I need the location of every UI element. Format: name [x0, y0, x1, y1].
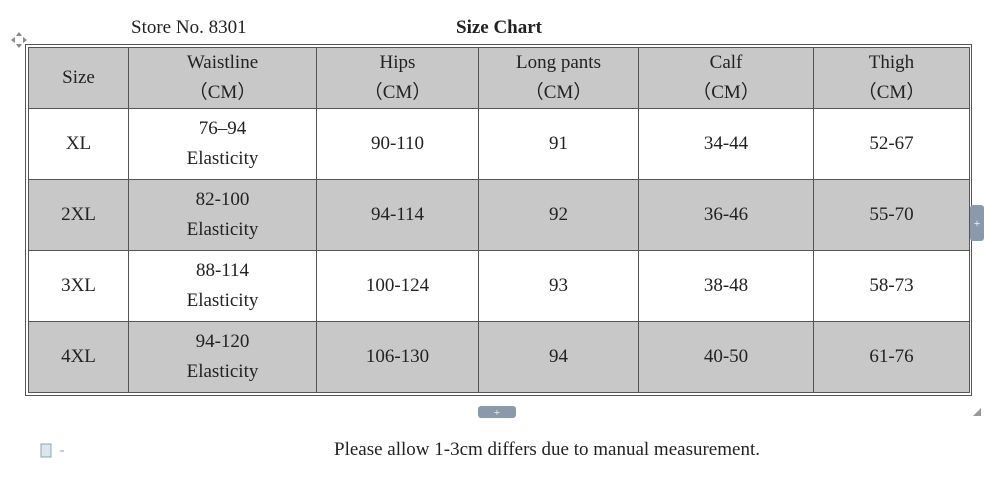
cell-line: 36-46 [703, 204, 749, 225]
cell-line: 88-114 [195, 260, 250, 281]
chart-title: Size Chart [456, 17, 543, 38]
table-cell: Hips （CM） [316, 47, 479, 109]
table-row: 4XL 94-120 Elasticity 106-130 94 40-50 61-76 [28, 321, 970, 393]
table-cell: 55-70 [813, 179, 970, 251]
table-cell: Thigh （CM） [813, 47, 970, 109]
table-cell: Calf （CM） [638, 47, 814, 109]
table-cell: 92 [478, 179, 639, 251]
size-table: Size Waistline （CM） Hips （CM） Long pants （CM） C… [28, 47, 970, 393]
cell-line: （CM） [363, 82, 432, 103]
resize-handle[interactable] [972, 407, 982, 417]
table-cell: 93 [478, 250, 639, 322]
cell-line: Elasticity [186, 290, 259, 311]
table-cell: 76–94 Elasticity [128, 108, 317, 180]
table-frame: Size Waistline （CM） Hips （CM） Long pants （CM） C… [25, 44, 972, 396]
cell-line: 82-100 [195, 189, 250, 210]
table-cell: 94-114 [316, 179, 479, 251]
cell-line: 100-124 [365, 275, 430, 296]
cell-line: 91 [549, 133, 568, 154]
cell-line: Calf [709, 52, 743, 73]
cell-line: Elasticity [186, 148, 259, 169]
cell-line: （CM） [524, 82, 593, 103]
cell-line: 93 [549, 275, 568, 296]
table-row: 2XL 82-100 Elasticity 94-114 92 36-46 55-70 [28, 179, 970, 251]
table-cell: 82-100 Elasticity [128, 179, 317, 251]
table-cell: XL [28, 108, 129, 180]
cell-line: 94-120 [195, 331, 250, 352]
table-cell: 58-73 [813, 250, 970, 322]
footer-note: Please allow 1-3cm differs due to manual… [334, 439, 760, 460]
svg-text:+: + [494, 407, 500, 418]
cell-line: 52-67 [869, 133, 914, 154]
table-cell: Size [28, 47, 129, 109]
cell-line: 38-48 [703, 275, 749, 296]
table-cell: 94-120 Elasticity [128, 321, 317, 393]
table-row: Size Waistline （CM） Hips （CM） Long pants （CM） C… [28, 47, 970, 109]
table-cell: Long pants （CM） [478, 47, 639, 109]
side-tab[interactable]: + [970, 205, 984, 241]
table-cell: 106-130 [316, 321, 479, 393]
table-cell: 40-50 [638, 321, 814, 393]
cell-line: Long pants [516, 52, 601, 73]
cell-line: 58-73 [869, 275, 914, 296]
cell-line: XL [65, 133, 92, 154]
table-row: 3XL 88-114 Elasticity 100-124 93 38-48 58-73 [28, 250, 970, 322]
table-cell: 91 [478, 108, 639, 180]
cell-line: 94-114 [370, 204, 425, 225]
cell-line: （CM） [692, 82, 760, 103]
cell-line: 94 [549, 346, 568, 367]
table-cell: 100-124 [316, 250, 479, 322]
move-handle[interactable] [10, 31, 28, 49]
table-cell: 90-110 [316, 108, 479, 180]
cell-line: 55-70 [869, 204, 914, 225]
cell-line: Elasticity [186, 361, 259, 382]
table-cell: 2XL [28, 179, 129, 251]
table-cell: 34-44 [638, 108, 814, 180]
cell-line: 4XL [61, 346, 96, 367]
cell-line: 3XL [61, 275, 96, 296]
cell-line: Elasticity [186, 219, 259, 240]
svg-text:+: + [974, 216, 981, 230]
bottom-tab[interactable]: + [478, 406, 516, 418]
table-body: Size Waistline （CM） Hips （CM） Long pants （CM） C… [28, 47, 970, 393]
cell-line: 76–94 [198, 118, 247, 139]
table-cell: 52-67 [813, 108, 970, 180]
table-cell: 88-114 Elasticity [128, 250, 317, 322]
table-cell: 38-48 [638, 250, 814, 322]
cell-line: （CM） [857, 82, 926, 103]
cell-line: Thigh [868, 52, 915, 73]
table-cell: 3XL [28, 250, 129, 322]
cell-line: 92 [549, 204, 568, 225]
cell-line: 61-76 [869, 346, 914, 367]
table-cell: 4XL [28, 321, 129, 393]
table-cell: 94 [478, 321, 639, 393]
store-number: Store No. 8301 [131, 17, 247, 38]
cell-line: Size [62, 67, 95, 88]
cell-line: 90-110 [370, 133, 425, 154]
cell-line: Hips [379, 52, 416, 73]
table-cell: Waistline （CM） [128, 47, 317, 109]
doc-icon[interactable] [40, 443, 68, 459]
cell-line: 40-50 [703, 346, 749, 367]
cell-line: Waistline [186, 52, 259, 73]
cell-line: 2XL [61, 204, 96, 225]
table-cell: 61-76 [813, 321, 970, 393]
table-cell: 36-46 [638, 179, 814, 251]
table-row: XL 76–94 Elasticity 90-110 91 34-44 52-67 [28, 108, 970, 180]
cell-line: 106-130 [365, 346, 430, 367]
cell-line: （CM） [188, 82, 257, 103]
cell-line: 34-44 [703, 133, 749, 154]
